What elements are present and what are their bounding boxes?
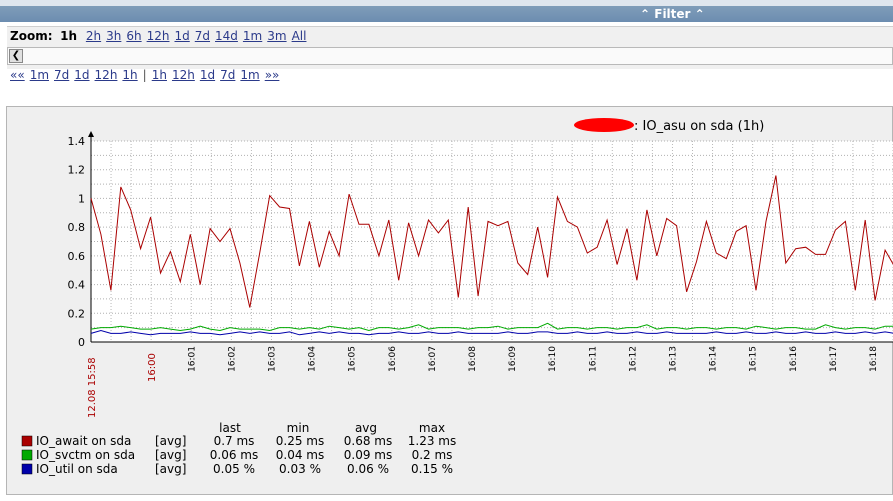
zoom-link-all[interactable]: All xyxy=(291,29,307,43)
legend-last-value: 0.7 ms xyxy=(214,434,255,448)
chevron-up-icon: ⌃ xyxy=(694,7,705,21)
filter-toggle[interactable]: ⌃ Filter ⌃ xyxy=(640,6,705,22)
chevron-up-icon: ⌃ xyxy=(640,7,651,21)
nav-separator: | xyxy=(142,68,147,82)
legend-series-name: IO_util on sda xyxy=(36,462,118,476)
zoom-link-7d[interactable]: 7d xyxy=(194,29,211,43)
x-tick-label: 16:15 xyxy=(749,346,759,372)
series-line-1 xyxy=(90,322,893,332)
legend-func: [avg] xyxy=(155,448,186,462)
y-tick-label: 0 xyxy=(78,336,85,349)
period-navigation: «« 1m 7d 1d 12h 1h | 1h 12h 1d 7d 1m »» xyxy=(10,68,284,82)
zoom-link-3m[interactable]: 3m xyxy=(267,29,287,43)
chevron-left-icon: ❮ xyxy=(11,50,21,61)
legend-min-value: 0.04 ms xyxy=(276,448,324,462)
chart-title: : IO_asu on sda (1h) xyxy=(634,119,764,134)
x-tick-label: 16:04 xyxy=(308,346,318,372)
y-axis-arrow-icon xyxy=(88,131,94,137)
x-start-label: 16:00 xyxy=(147,353,158,382)
x-tick-label: 16:01 xyxy=(187,346,197,372)
x-tick-label: 16:17 xyxy=(829,346,839,372)
series-line-0 xyxy=(90,175,893,308)
nav-forward-12h[interactable]: 12h xyxy=(171,68,195,82)
x-tick-label: 16:08 xyxy=(468,346,478,372)
timeline-scrollbar[interactable]: ❮ xyxy=(7,47,893,65)
x-tick-label: 16:12 xyxy=(628,346,638,372)
legend-func: [avg] xyxy=(155,462,186,476)
legend-min-value: 0.03 % xyxy=(279,462,321,476)
x-tick-label: 16:09 xyxy=(508,346,518,372)
legend-header: last xyxy=(219,421,241,435)
x-tick-label: 16:05 xyxy=(348,346,358,372)
x-tick-label: 16:14 xyxy=(709,346,719,372)
x-tick-label: 16:13 xyxy=(668,346,678,372)
y-tick-label: 1 xyxy=(78,192,85,205)
zoom-link-3h[interactable]: 3h xyxy=(106,29,122,43)
nav-back-arrows[interactable]: «« xyxy=(10,68,25,82)
zoom-link-14d[interactable]: 14d xyxy=(215,29,238,43)
legend-max-value: 1.23 ms xyxy=(408,434,456,448)
scroll-left-button[interactable]: ❮ xyxy=(9,49,23,63)
x-tick-label: 16:10 xyxy=(548,346,558,372)
zoom-link-1m[interactable]: 1m xyxy=(242,29,263,43)
nav-forward-1m[interactable]: 1m xyxy=(240,68,260,82)
x-tick-label: 16:03 xyxy=(267,346,277,372)
legend-min-value: 0.25 ms xyxy=(276,434,324,448)
zoom-link-2h[interactable]: 2h xyxy=(85,29,102,43)
zoom-bar: Zoom: 1h 2h 3h 6h 12h 1d 7d 14d 1m 3m All ❮ xyxy=(7,26,893,69)
y-tick-label: 1.4 xyxy=(68,135,86,148)
redacted-mark xyxy=(574,118,634,132)
zoom-row: Zoom: 1h 2h 3h 6h 12h 1d 7d 14d 1m 3m All xyxy=(10,29,311,43)
legend-last-value: 0.06 ms xyxy=(210,448,258,462)
x-tick-label: 16:18 xyxy=(869,346,879,372)
legend-func: [avg] xyxy=(155,434,186,448)
legend-header: avg xyxy=(355,421,377,435)
x-tick-label: 16:16 xyxy=(789,346,799,372)
legend-max-value: 0.2 ms xyxy=(412,448,453,462)
legend-header: max xyxy=(419,421,445,435)
nav-back-12h[interactable]: 12h xyxy=(94,68,118,82)
x-tick-label: 16:11 xyxy=(588,346,598,372)
y-tick-label: 0.2 xyxy=(68,307,86,320)
legend-max-value: 0.15 % xyxy=(411,462,453,476)
legend-series-name: IO_await on sda xyxy=(36,434,131,448)
y-tick-label: 0.8 xyxy=(68,221,86,234)
x-tick-label: 16:02 xyxy=(227,346,237,372)
filter-label: Filter xyxy=(654,7,691,21)
zoom-link-12h[interactable]: 12h xyxy=(146,29,170,43)
legend-swatch xyxy=(21,463,33,475)
legend-header: min xyxy=(287,421,310,435)
filter-bar: ⌃ Filter ⌃ xyxy=(0,0,893,22)
nav-forward-arrows[interactable]: »» xyxy=(264,68,280,82)
legend-avg-value: 0.68 ms xyxy=(344,434,392,448)
x-tick-label: 16:07 xyxy=(428,346,438,372)
y-tick-label: 1.2 xyxy=(68,164,86,177)
nav-forward-1d[interactable]: 1d xyxy=(199,68,216,82)
legend-last-value: 0.05 % xyxy=(213,462,255,476)
nav-back-1h[interactable]: 1h xyxy=(122,68,138,82)
filter-toggle-bar[interactable] xyxy=(0,6,893,22)
y-tick-label: 0.4 xyxy=(68,279,86,292)
y-tick-label: 0.6 xyxy=(68,250,86,263)
legend-avg-value: 0.09 ms xyxy=(344,448,392,462)
x-start-label: 12.08 15:58 xyxy=(87,357,98,418)
legend-series-name: IO_svctm on sda xyxy=(36,448,135,462)
nav-forward-7d[interactable]: 7d xyxy=(220,68,236,82)
nav-back-1m[interactable]: 1m xyxy=(29,68,50,82)
zoom-current: 1h xyxy=(60,29,78,43)
legend-avg-value: 0.06 % xyxy=(347,462,389,476)
x-tick-label: 16:06 xyxy=(388,346,398,372)
nav-back-7d[interactable]: 7d xyxy=(54,68,70,82)
legend-swatch xyxy=(21,435,33,447)
nav-forward-1h[interactable]: 1h xyxy=(151,68,167,82)
zoom-link-6h[interactable]: 6h xyxy=(126,29,142,43)
series-line-2 xyxy=(90,329,893,336)
legend-swatch xyxy=(21,449,33,461)
zoom-link-1d[interactable]: 1d xyxy=(174,29,190,43)
zoom-label: Zoom: xyxy=(10,29,53,43)
nav-back-1d[interactable]: 1d xyxy=(74,68,90,82)
